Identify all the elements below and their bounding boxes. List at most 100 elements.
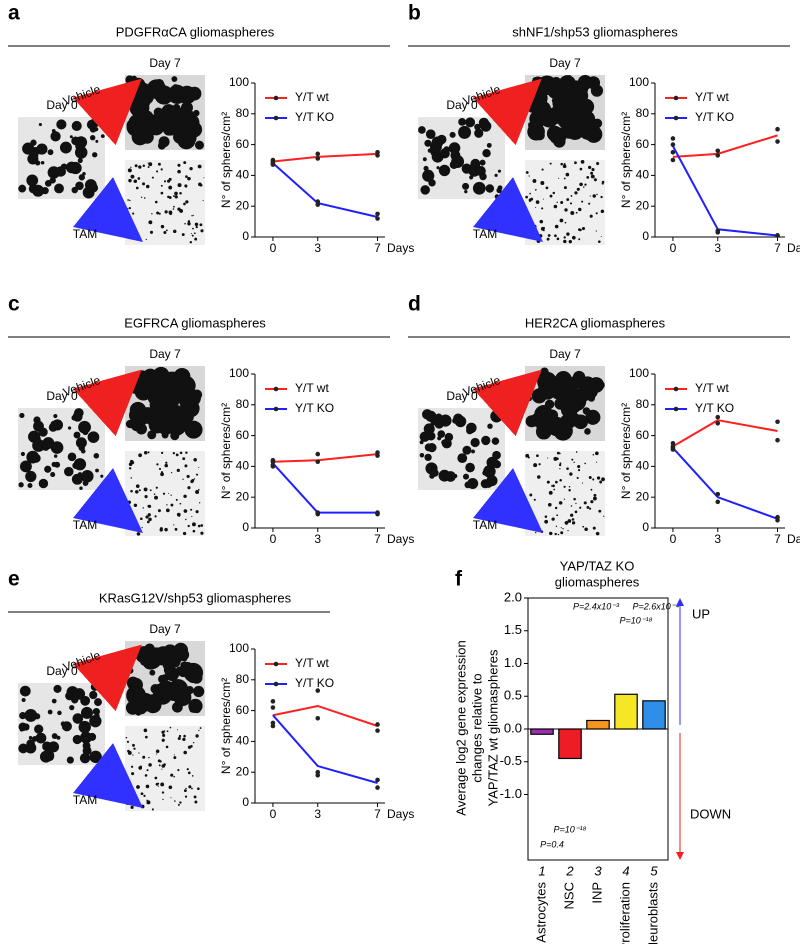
sphere bbox=[452, 417, 459, 424]
y-tick-label: 20 bbox=[236, 198, 250, 212]
sphere bbox=[140, 517, 143, 521]
sphere bbox=[142, 164, 146, 167]
sphere bbox=[151, 176, 154, 179]
sphere bbox=[89, 135, 96, 141]
sphere bbox=[592, 478, 595, 481]
sphere bbox=[141, 526, 143, 529]
sphere bbox=[161, 730, 165, 734]
sphere bbox=[190, 508, 193, 511]
sphere bbox=[528, 175, 530, 177]
replicate-point bbox=[375, 785, 380, 790]
sphere bbox=[572, 235, 576, 240]
legend-label: Y/T KO bbox=[295, 401, 334, 415]
sphere bbox=[164, 527, 168, 532]
sphere bbox=[570, 195, 573, 197]
sphere bbox=[559, 468, 561, 470]
sphere bbox=[92, 152, 98, 158]
sphere bbox=[183, 202, 186, 206]
sphere bbox=[562, 528, 564, 530]
p-value: P=0.4 bbox=[540, 839, 564, 849]
sphere bbox=[559, 399, 574, 414]
sphere bbox=[126, 740, 130, 743]
sphere bbox=[551, 517, 555, 521]
sphere bbox=[563, 498, 566, 500]
y-tick-label: 100 bbox=[629, 366, 649, 380]
sphere bbox=[583, 501, 587, 505]
y-axis-label: Average log2 gene expression bbox=[453, 640, 468, 815]
sphere bbox=[182, 737, 186, 742]
sphere bbox=[442, 414, 447, 420]
y-tick-label: 0 bbox=[242, 229, 249, 243]
sphere bbox=[195, 734, 199, 738]
category-number: 5 bbox=[650, 863, 658, 878]
category-number: 1 bbox=[538, 863, 545, 878]
category-number: 4 bbox=[622, 863, 629, 878]
sphere bbox=[470, 437, 480, 448]
sphere bbox=[535, 206, 537, 208]
micrograph bbox=[525, 75, 605, 150]
y-tick-label: 60 bbox=[236, 137, 250, 151]
p-value: P=2.4x10⁻³ bbox=[573, 601, 620, 611]
sphere bbox=[528, 198, 532, 201]
sphere bbox=[437, 430, 446, 438]
sphere bbox=[78, 720, 91, 734]
sphere bbox=[599, 480, 603, 484]
sphere bbox=[419, 440, 424, 445]
panel-title: YAP/TAZ KO bbox=[560, 558, 635, 573]
sphere bbox=[149, 124, 156, 131]
x-tick-label: NSC bbox=[561, 882, 576, 909]
replicate-point bbox=[670, 136, 676, 141]
sphere bbox=[536, 454, 539, 458]
sphere bbox=[445, 471, 456, 482]
sphere bbox=[425, 410, 437, 422]
sphere bbox=[567, 530, 569, 532]
sphere bbox=[35, 160, 41, 166]
sphere bbox=[160, 168, 163, 171]
sphere bbox=[579, 167, 583, 171]
sphere bbox=[82, 186, 95, 199]
sphere bbox=[550, 85, 567, 102]
sphere bbox=[590, 500, 594, 504]
sphere bbox=[472, 181, 486, 195]
sphere bbox=[20, 451, 26, 457]
sphere bbox=[544, 415, 550, 420]
sphere bbox=[189, 166, 193, 171]
sphere bbox=[130, 461, 135, 465]
sphere bbox=[465, 117, 476, 128]
sphere bbox=[560, 200, 564, 204]
sphere bbox=[564, 521, 569, 525]
micrograph bbox=[525, 160, 605, 245]
sphere bbox=[448, 142, 461, 154]
sphere bbox=[173, 756, 177, 760]
sphere bbox=[480, 120, 492, 132]
sphere bbox=[548, 490, 553, 495]
sphere bbox=[148, 694, 158, 704]
sphere bbox=[557, 113, 574, 129]
sphere bbox=[134, 164, 138, 168]
x-tick-label: 3 bbox=[314, 532, 321, 546]
sphere bbox=[38, 478, 49, 489]
series-line bbox=[272, 462, 378, 514]
sphere bbox=[424, 139, 432, 147]
vehicle-arrow bbox=[72, 644, 142, 712]
tam-arrow bbox=[73, 468, 143, 533]
sphere bbox=[533, 463, 538, 468]
sphere bbox=[89, 715, 102, 728]
sphere bbox=[559, 218, 564, 223]
sphere bbox=[467, 477, 479, 490]
sphere bbox=[458, 117, 467, 126]
sphere bbox=[147, 451, 150, 454]
legend-dot bbox=[673, 115, 679, 121]
sphere bbox=[71, 415, 77, 421]
sphere bbox=[144, 735, 148, 739]
sphere bbox=[135, 423, 147, 435]
sphere bbox=[544, 515, 548, 518]
sphere bbox=[554, 234, 557, 238]
day7-label: Day 7 bbox=[149, 56, 181, 70]
sphere bbox=[168, 185, 173, 190]
sphere bbox=[161, 791, 165, 794]
sphere bbox=[38, 427, 48, 437]
panel-letter: a bbox=[8, 2, 20, 25]
sphere bbox=[547, 457, 549, 459]
sphere bbox=[571, 384, 576, 389]
